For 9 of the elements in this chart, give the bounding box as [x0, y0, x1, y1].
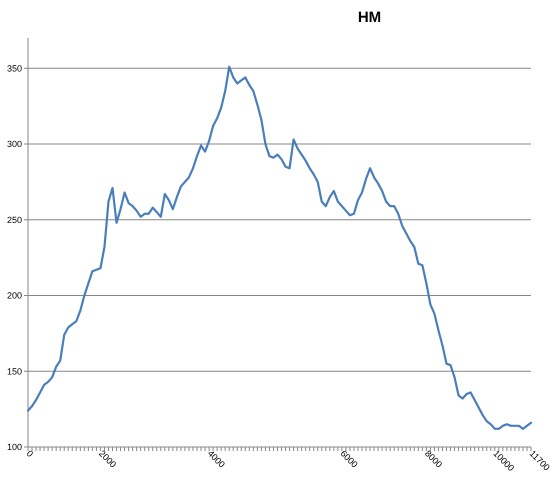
- y-tick-label: 300: [6, 139, 22, 150]
- y-tick-label: 250: [6, 214, 22, 225]
- y-tick-label: 150: [6, 366, 22, 376]
- x-tick-label: 0: [24, 448, 36, 459]
- line-series: [26, 66, 532, 430]
- y-tick-label: 350: [6, 63, 22, 74]
- chart-title: HM: [358, 9, 382, 26]
- y-tick-label: 200: [6, 290, 22, 301]
- y-tick-label: 100: [6, 442, 22, 452]
